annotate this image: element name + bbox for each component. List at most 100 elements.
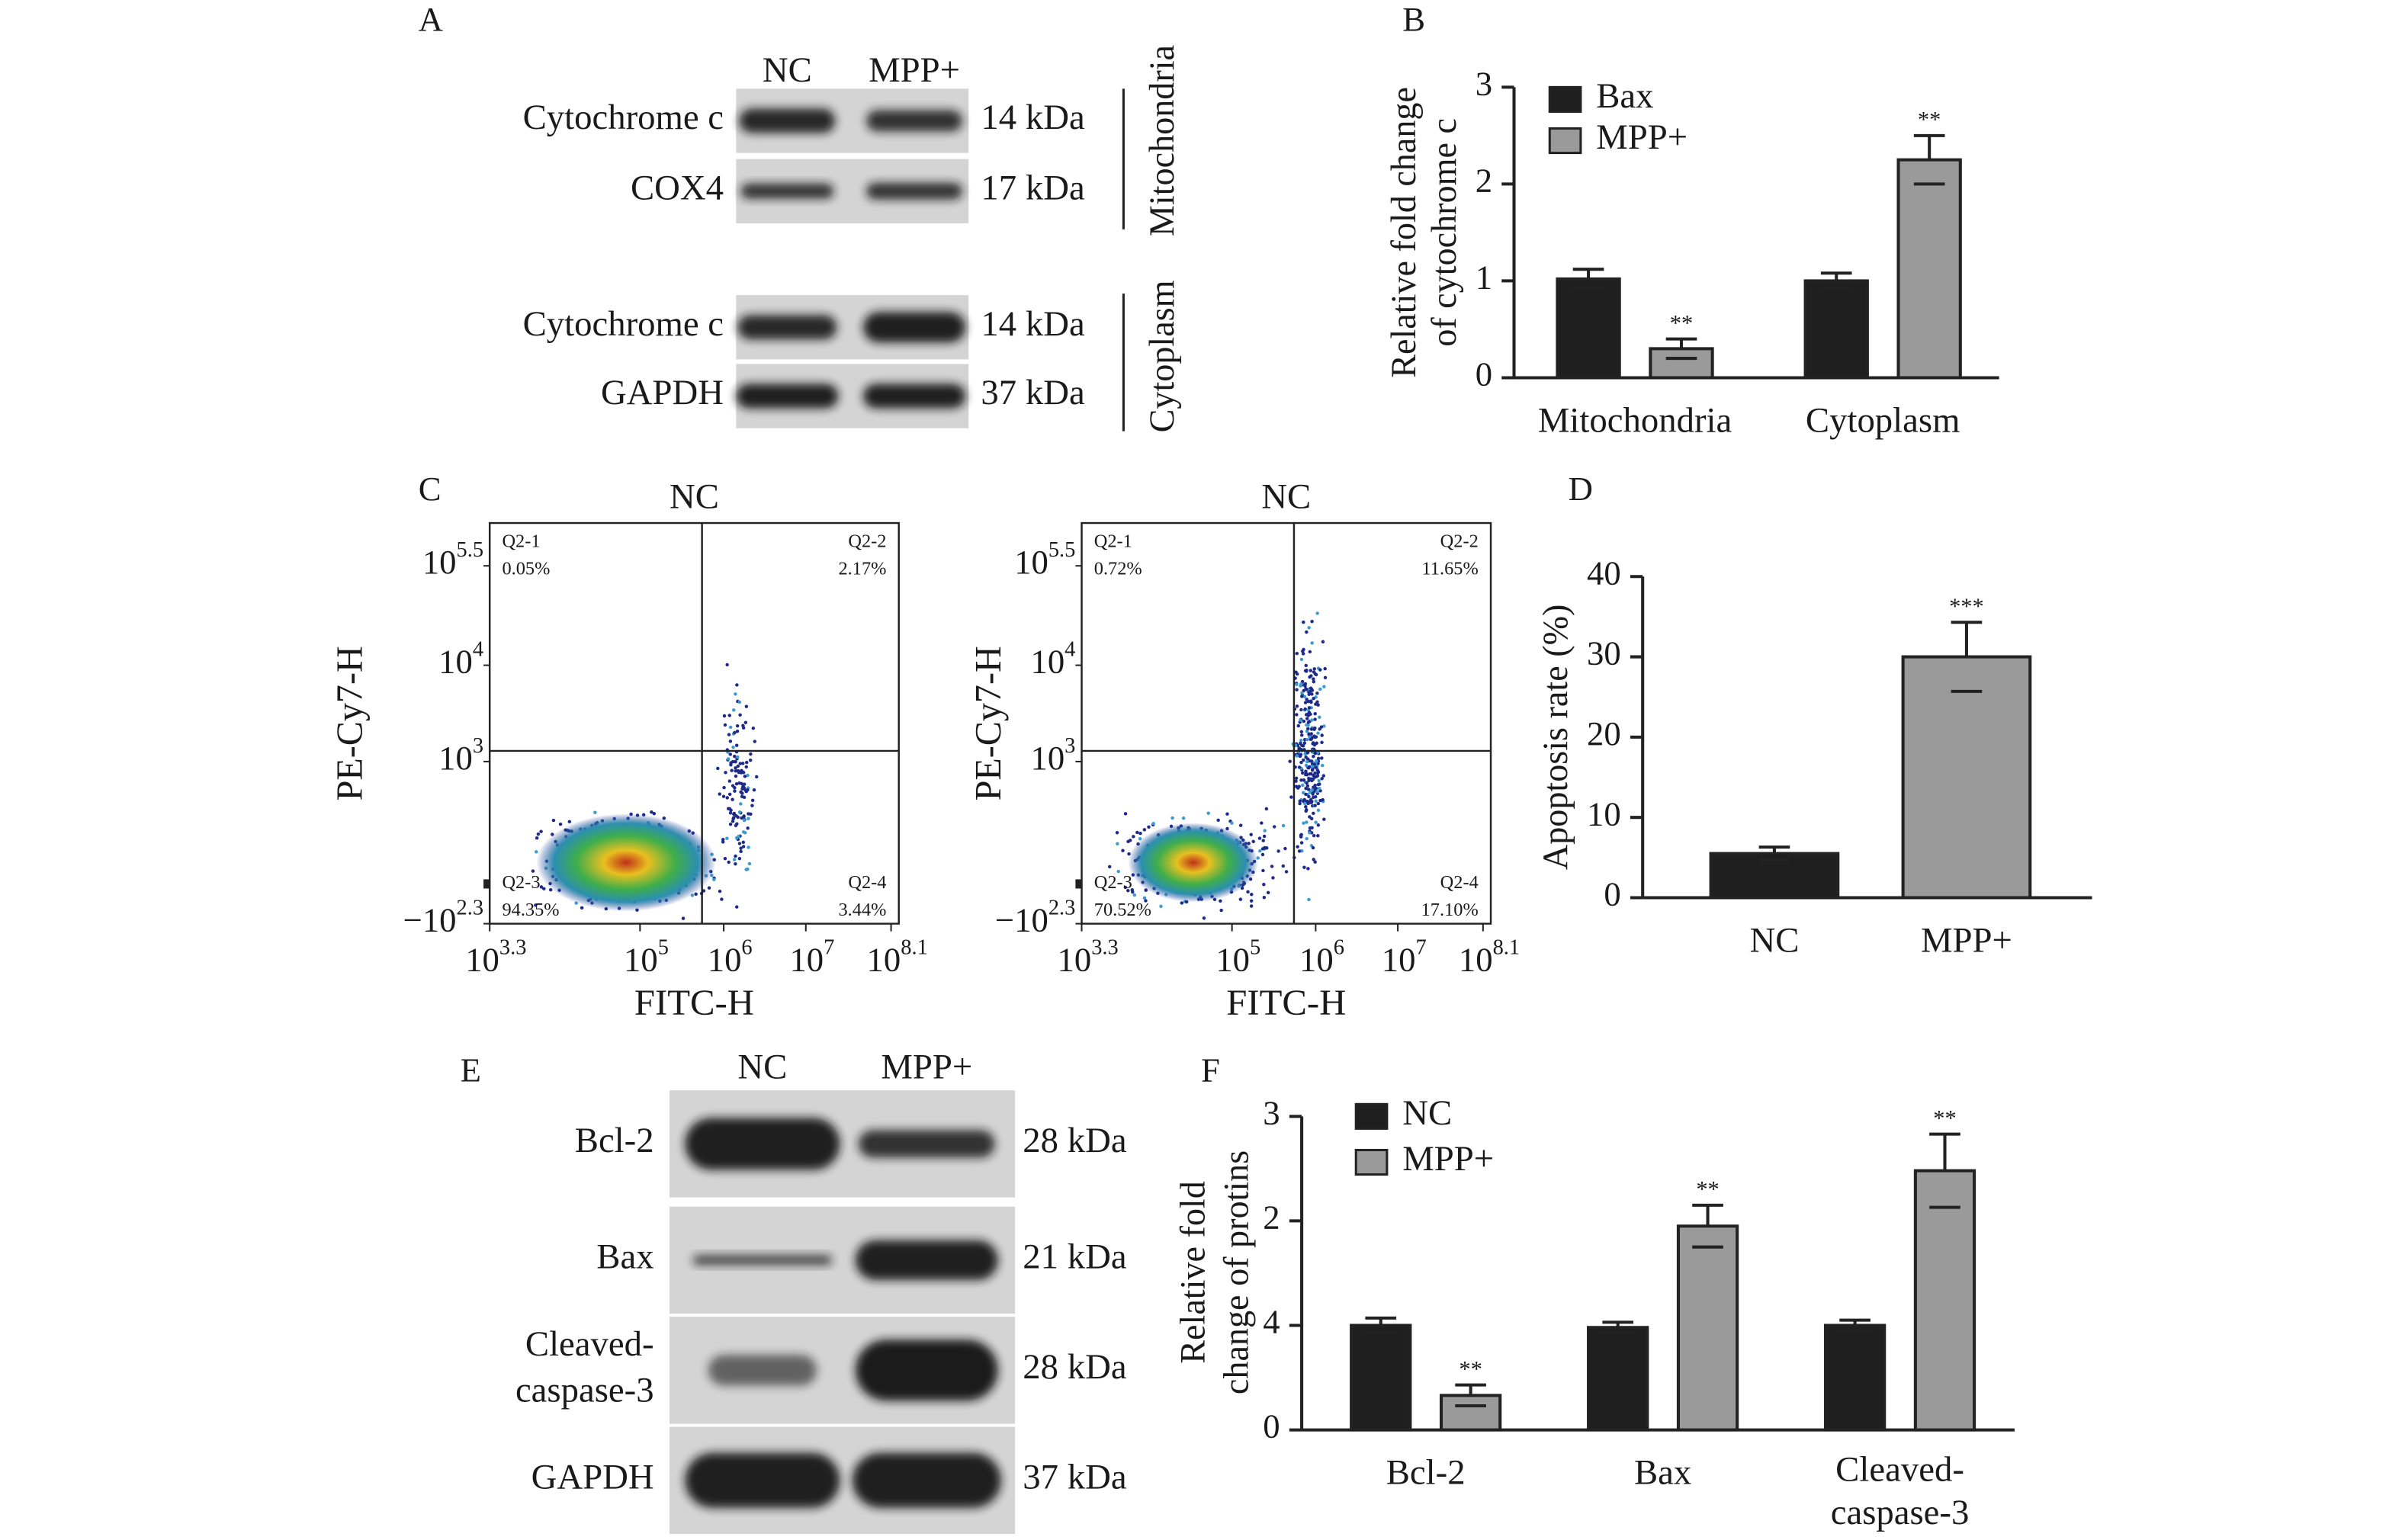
flow-dot [744,790,748,794]
flow-dot [1306,867,1310,871]
blot-band [737,315,837,340]
flow-dot [1116,869,1120,874]
flow-dot [1238,897,1243,901]
flow-dot [1314,765,1318,769]
flow-dot [744,760,749,765]
flow-dot [1312,833,1316,838]
flow-dot [1316,801,1321,806]
flow-dot [746,826,750,830]
flow-dot [740,762,745,765]
flow-dot [736,755,740,759]
flow-dot [1303,682,1308,686]
y-tick-label: 20 [1587,714,1621,752]
flow-dot [722,714,727,718]
x-tick-label: 106 [708,936,753,979]
flow-dot [1299,682,1303,686]
flow-dot [1316,703,1320,707]
flow-dot [1299,738,1303,743]
y-tick-label: 3 [1476,65,1492,103]
flow-dot [1297,765,1302,769]
flow-dot [747,817,750,820]
flow-dot [731,816,736,820]
panel-label: F [1201,1051,1220,1089]
flow-dot [1313,717,1317,721]
flow-dot [1257,836,1262,840]
flow-dot [1312,785,1315,789]
flow-dot [747,845,750,849]
flow-dot [734,774,738,778]
flow-dot [1323,666,1327,671]
flow-dot [1271,876,1275,880]
flow-dot [1298,799,1302,804]
flow-dot [1107,865,1112,869]
flow-dot [727,714,731,717]
flow-dot [1115,831,1119,835]
y-tick-label: 0 [1263,1407,1280,1445]
flow-dot [733,730,737,735]
flow-dot [1305,820,1309,824]
flow-dot [1262,882,1266,887]
flow-dot [1284,870,1289,874]
density [1128,823,1259,903]
flow-dot [1316,823,1321,827]
flow-dot [740,781,743,786]
y-axis-label: Relative fold [1174,1181,1212,1364]
x-tick-label: 107 [1382,936,1427,979]
flow-dot [1299,733,1304,737]
flow-dot [1308,650,1312,654]
flow-dot [593,810,597,814]
blot-band [866,110,963,132]
flow-dot [1304,809,1308,813]
flow-dot [737,856,742,861]
blot-band [685,1452,840,1508]
flow-dot [741,840,746,844]
flow-dot [1307,794,1311,799]
flow-dot [1311,792,1315,796]
bar [1901,655,2032,900]
flow-dot [1306,723,1310,727]
x-tick-label-base: 10 [624,941,658,979]
y-axis-label: PE-Cy7-H [968,646,1009,800]
legend-label: MPP+ [1596,118,1688,157]
group-label: Cytoplasm [1143,280,1182,432]
flow-dot [733,786,737,790]
quadrant-name: Q2-2 [1440,531,1479,552]
flow-dot [1311,777,1315,781]
flow-dot [1130,888,1135,892]
flow-dot [716,766,720,771]
x-tick-label: 103.3 [465,936,526,979]
flow-dot [1305,781,1309,785]
flow-dot [1305,751,1310,755]
flow-dot [1121,849,1125,852]
protein-label: COX4 [631,169,724,208]
protein-label: GAPDH [601,374,724,412]
y-tick-label: −102.3 [403,897,483,939]
flow-dot [1307,735,1312,739]
flow-dot [1316,756,1321,761]
flow-dot [1289,795,1293,799]
quadrant-pct: 2.17% [838,559,886,579]
flow-dot [1302,797,1306,802]
flow-dot [1249,899,1254,903]
flow-dot [1144,899,1148,903]
x-tick-label-exp: 7 [824,936,834,960]
flow-dot [1295,754,1299,758]
x-tick-label-line: Cleaved- [1835,1451,1964,1490]
panel-label: C [419,470,442,508]
flow-dot [1304,792,1308,797]
protein-label: GAPDH [531,1458,654,1497]
blot-band [858,1130,995,1158]
blot-band [862,383,966,409]
flow-dot [1305,836,1309,841]
flow-dot [752,788,756,792]
flow-dot [737,810,742,814]
flow-dot [723,723,727,727]
y-tick-label-base: 10 [438,643,473,681]
flow-dot [1308,675,1312,679]
flow-dot [1261,868,1265,873]
flow-dot [1312,697,1315,701]
x-tick-label-base: 10 [465,941,499,979]
flow-dot [1296,845,1299,849]
flow-dot [1308,765,1312,769]
flow-dot [1307,732,1311,736]
